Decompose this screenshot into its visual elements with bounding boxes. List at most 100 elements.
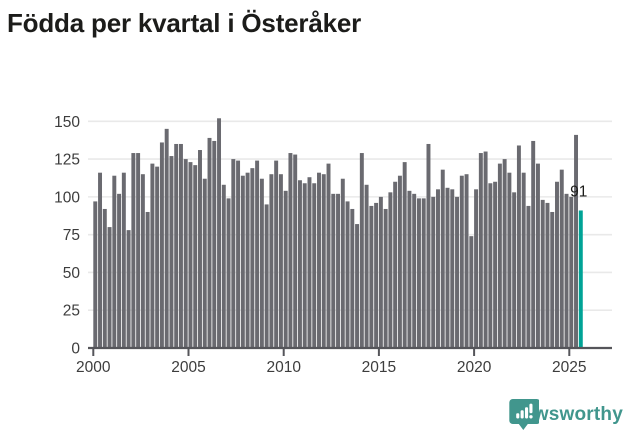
bar-2020-q3 (483, 151, 488, 348)
bar-2001-q3 (121, 172, 126, 348)
bar-2022-q1 (512, 192, 517, 348)
bar-2008-q1 (245, 172, 250, 348)
bar-2017-q1 (416, 198, 421, 348)
bar-2006-q3 (217, 118, 222, 348)
y-axis-tick-label: 25 (63, 303, 80, 320)
bar-2009-q1 (264, 204, 269, 348)
bar-2006-q4 (221, 184, 226, 348)
bar-2016-q4 (412, 193, 417, 348)
bar-2011-q4 (317, 172, 321, 348)
bar-2021-q1 (493, 181, 498, 348)
y-axis-tick-label: 125 (54, 152, 80, 169)
bar-2024-q3 (559, 169, 564, 348)
bar-2016-q1 (397, 175, 402, 348)
bar-2011-q1 (302, 183, 307, 348)
bar-2025-q3 (578, 210, 583, 348)
bar-2004-q4 (183, 159, 188, 348)
bar-2025-q2 (574, 134, 579, 348)
bar-2022-q4 (526, 205, 531, 348)
y-axis-tick-label: 100 (54, 189, 80, 206)
bar-2018-q4 (450, 189, 455, 348)
bar-2023-q4 (545, 202, 550, 348)
bar-2018-q2 (440, 169, 445, 348)
bar-2020-q2 (478, 153, 483, 348)
bar-2015-q4 (393, 181, 398, 348)
x-axis-tick-label: 2015 (362, 359, 396, 376)
bar-2005-q2 (193, 165, 198, 348)
bar-2001-q1 (112, 175, 117, 348)
bar-2013-q1 (340, 178, 345, 348)
bar-2012-q1 (321, 174, 326, 348)
bar-2008-q3 (255, 160, 260, 348)
bar-2021-q2 (497, 163, 502, 348)
bar-2016-q2 (402, 162, 407, 348)
y-axis-tick-label: 0 (71, 341, 80, 358)
bar-2011-q3 (312, 183, 317, 348)
bar-2021-q4 (507, 172, 512, 348)
bar-2014-q4 (374, 202, 379, 348)
bar-2025-q1 (569, 196, 574, 348)
bar-2006-q2 (212, 140, 217, 348)
bar-2019-q4 (469, 236, 474, 348)
bar-2017-q2 (421, 198, 426, 348)
bar-2000-q3 (102, 208, 107, 348)
bar-2017-q3 (426, 143, 431, 348)
bar-2021-q3 (502, 159, 507, 348)
y-axis-tick-label: 75 (63, 227, 80, 244)
bar-2002-q3 (140, 174, 145, 348)
highlighted-bar-value-label: 91 (570, 184, 587, 201)
bar-2014-q2 (364, 184, 369, 348)
bar-2003-q1 (150, 163, 155, 348)
bar-2001-q4 (126, 230, 131, 348)
bar-2015-q1 (378, 196, 383, 348)
bar-2007-q3 (236, 160, 241, 348)
bar-2015-q2 (383, 208, 388, 348)
bar-2016-q3 (407, 190, 412, 348)
bar-2019-q3 (464, 174, 469, 348)
bar-2010-q1 (283, 190, 288, 348)
bar-2022-q3 (521, 172, 526, 348)
x-axis-tick-label: 2005 (171, 359, 205, 376)
bar-2010-q4 (297, 180, 302, 348)
bar-2004-q3 (178, 143, 183, 348)
bar-2013-q3 (350, 208, 355, 348)
speech-bubble-shape (509, 399, 540, 430)
speech-bubble-bar-chart-icon (509, 399, 540, 430)
bar-2020-q1 (474, 189, 479, 348)
bar-2023-q2 (535, 163, 540, 348)
exclamation-dot (529, 415, 533, 419)
bar-2000-q4 (107, 227, 112, 348)
bar-2024-q2 (555, 181, 559, 348)
bar-2009-q2 (269, 174, 274, 348)
bar-2010-q3 (293, 154, 298, 348)
bar-2005-q3 (198, 150, 202, 348)
y-axis-tick-label: 150 (54, 114, 80, 131)
bar-2002-q1 (131, 153, 136, 348)
bar-2007-q4 (240, 175, 245, 348)
newsworthy-branding: Newsworthy (509, 398, 623, 431)
bar-2003-q3 (159, 142, 164, 348)
bar-2009-q3 (274, 160, 279, 348)
mini-bar-glyphs (516, 403, 533, 419)
bar-2003-q2 (155, 166, 160, 348)
bar-2000-q2 (98, 172, 103, 348)
x-axis-tick-label: 2020 (457, 359, 492, 376)
bar-2018-q1 (436, 189, 440, 348)
bar-2019-q2 (459, 175, 464, 348)
bar-2007-q1 (226, 198, 231, 348)
bar-2024-q4 (564, 193, 569, 348)
bar-2015-q3 (388, 192, 393, 348)
x-axis-tick-label: 2010 (266, 359, 301, 376)
bar-2000-q1 (93, 201, 98, 348)
y-axis-tick-label: 50 (63, 265, 81, 282)
bar-2001-q2 (117, 193, 122, 348)
bar-2008-q2 (250, 168, 255, 348)
bar-2012-q3 (331, 193, 336, 348)
bar-chart: 0 25 50 75 100 125 150 2000 2005 2010 2015 2020 2025… (54, 114, 612, 376)
x-axis-tick-label: 2000 (76, 359, 111, 376)
bar-2017-q4 (431, 196, 436, 348)
bar-2002-q4 (145, 211, 150, 348)
bar-2004-q2 (174, 143, 179, 348)
bar-2020-q4 (488, 183, 493, 348)
bar-2005-q4 (202, 178, 207, 348)
